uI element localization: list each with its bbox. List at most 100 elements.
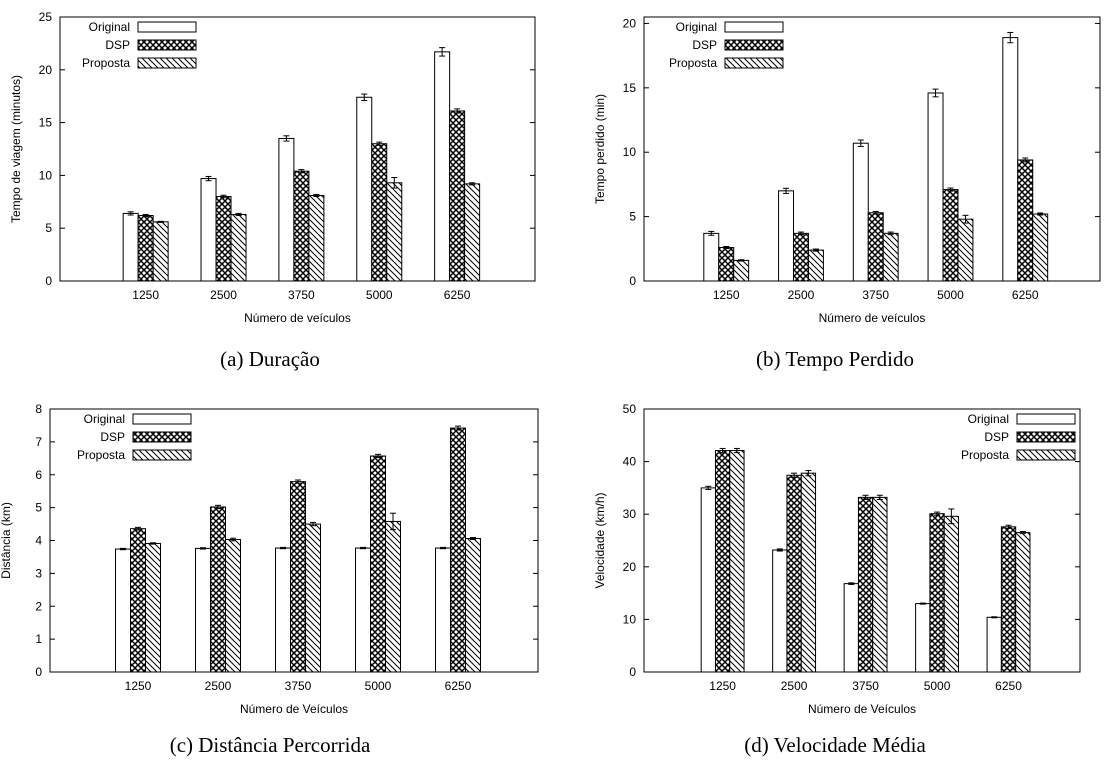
error-bar-proposta-1250 xyxy=(738,259,745,262)
legend-label-original: Original xyxy=(84,412,125,426)
legend-swatch-dsp xyxy=(724,39,784,51)
bar-dsp-6250 xyxy=(1000,526,1017,673)
x-tick-label-5000: 5000 xyxy=(937,288,964,302)
error-bar-original-1250 xyxy=(705,485,712,490)
x-tick-label-3750: 3750 xyxy=(852,679,879,693)
bar-dsp-1250 xyxy=(718,247,735,282)
bar-proposta-1250 xyxy=(733,259,750,282)
bar-original-6250 xyxy=(435,547,451,673)
y-tick-label: 3 xyxy=(35,566,42,580)
legend-swatch-dsp xyxy=(137,39,197,51)
error-bar-proposta-2500 xyxy=(230,537,236,542)
bar-proposta-5000 xyxy=(386,182,403,282)
legend-swatch-dsp xyxy=(1016,431,1076,443)
chart-panel-distancia: 0 1 2 3 4 5 6 7 8 1250 2500 3750 5000 6250 Número de V… xyxy=(0,395,545,725)
error-bar-original-3750 xyxy=(280,546,286,550)
bar-original-3750 xyxy=(275,547,291,673)
legend-swatch-proposta xyxy=(724,57,784,69)
bar-original-2500 xyxy=(772,549,788,673)
error-bar-original-2500 xyxy=(205,175,212,182)
bar-original-1250 xyxy=(700,487,716,673)
y-axis-label: Tempo perdido (min) xyxy=(593,94,607,204)
error-bar-dsp-2500 xyxy=(791,472,798,478)
error-bar-dsp-1250 xyxy=(142,213,149,218)
bar-original-1250 xyxy=(122,212,139,282)
error-bar-proposta-3750 xyxy=(876,494,883,500)
error-bar-original-1250 xyxy=(708,230,715,236)
error-bar-original-2500 xyxy=(776,548,783,552)
error-bar-proposta-5000 xyxy=(391,177,398,189)
error-bar-original-6250 xyxy=(1007,31,1014,44)
x-tick-label-6250: 6250 xyxy=(445,679,472,693)
legend-swatch-original xyxy=(137,21,197,33)
bar-proposta-2500 xyxy=(800,472,817,673)
y-tick-label: 10 xyxy=(39,168,53,182)
bar-dsp-6250 xyxy=(450,427,466,673)
y-tick-label: 4 xyxy=(35,534,42,548)
error-bar-original-5000 xyxy=(919,602,926,605)
error-bar-original-3750 xyxy=(857,139,864,147)
error-bar-proposta-1250 xyxy=(150,542,156,545)
legend-swatch-original xyxy=(724,21,784,33)
error-bar-proposta-3750 xyxy=(313,193,320,198)
bar-dsp-1250 xyxy=(130,528,146,673)
bar-proposta-3750 xyxy=(872,496,888,673)
x-tick-label-1250: 1250 xyxy=(125,679,152,693)
bar-dsp-3750 xyxy=(293,170,310,282)
error-bar-dsp-1250 xyxy=(135,526,141,531)
bar-proposta-6250 xyxy=(1015,532,1031,673)
bar-dsp-3750 xyxy=(867,212,884,282)
error-bar-proposta-6250 xyxy=(469,182,476,186)
bar-proposta-6250 xyxy=(1032,213,1049,282)
y-axis-label: Tempo de viagem (minutos) xyxy=(9,75,23,223)
y-tick-label: 25 xyxy=(39,10,53,24)
bar-original-5000 xyxy=(356,96,373,282)
bar-proposta-6250 xyxy=(465,538,481,673)
error-bar-original-2500 xyxy=(200,547,206,550)
bar-proposta-2500 xyxy=(225,539,241,673)
legend-label-original: Original xyxy=(968,412,1009,426)
bar-dsp-2500 xyxy=(786,474,802,673)
error-bar-proposta-5000 xyxy=(390,512,396,531)
error-bar-original-5000 xyxy=(360,546,366,550)
x-tick-label-3750: 3750 xyxy=(288,288,315,302)
chart-distancia: 0 1 2 3 4 5 6 7 8 1250 2500 3750 5000 6250 Número de V… xyxy=(0,402,539,716)
bar-original-1250 xyxy=(703,232,720,282)
bar-original-5000 xyxy=(355,547,371,673)
legend-swatch-proposta xyxy=(1016,449,1076,461)
x-tick-label-6250: 6250 xyxy=(1012,288,1039,302)
y-tick-label: 5 xyxy=(45,221,52,235)
error-bar-dsp-6250 xyxy=(455,425,461,431)
error-bar-proposta-2500 xyxy=(235,212,242,217)
chart-panel-tempo-perdido: 0 5 10 15 20 1250 2500 3750 5000 6250 Número de ve… xyxy=(560,0,1105,335)
bar-original-3750 xyxy=(278,137,295,282)
error-bar-proposta-2500 xyxy=(805,470,812,477)
y-tick-label: 5 xyxy=(629,210,636,224)
bar-proposta-2500 xyxy=(807,249,824,282)
error-bar-proposta-1250 xyxy=(157,220,164,223)
legend-swatch-original xyxy=(132,413,192,425)
y-tick-label: 20 xyxy=(39,63,53,77)
bar-original-6250 xyxy=(434,51,451,282)
bar-proposta-5000 xyxy=(957,218,974,282)
error-bar-original-1250 xyxy=(127,211,134,216)
x-tick-label-2500: 2500 xyxy=(205,679,232,693)
caption-velocidade: (d) Velocidade Média xyxy=(744,733,926,757)
legend-swatch-proposta xyxy=(137,57,197,69)
legend-label-proposta: Proposta xyxy=(82,56,130,70)
x-tick-label-5000: 5000 xyxy=(365,679,392,693)
error-bar-dsp-6250 xyxy=(1022,157,1029,163)
bar-proposta-1250 xyxy=(729,450,745,673)
error-bar-dsp-1250 xyxy=(723,245,730,250)
chart-panel-duracao: 0 5 10 15 20 25 1250 2500 3750 5000 6250 Número de … xyxy=(0,0,545,335)
error-bar-dsp-5000 xyxy=(934,511,941,516)
error-bar-proposta-6250 xyxy=(470,537,476,541)
bar-proposta-2500 xyxy=(230,213,247,282)
bar-proposta-1250 xyxy=(152,221,169,282)
x-tick-label-6250: 6250 xyxy=(995,679,1022,693)
error-bar-original-6250 xyxy=(991,616,998,619)
bar-dsp-2500 xyxy=(793,232,809,282)
x-axis-label: Número de veículos xyxy=(819,311,926,325)
bar-dsp-2500 xyxy=(210,506,226,673)
error-bar-dsp-3750 xyxy=(862,494,869,500)
